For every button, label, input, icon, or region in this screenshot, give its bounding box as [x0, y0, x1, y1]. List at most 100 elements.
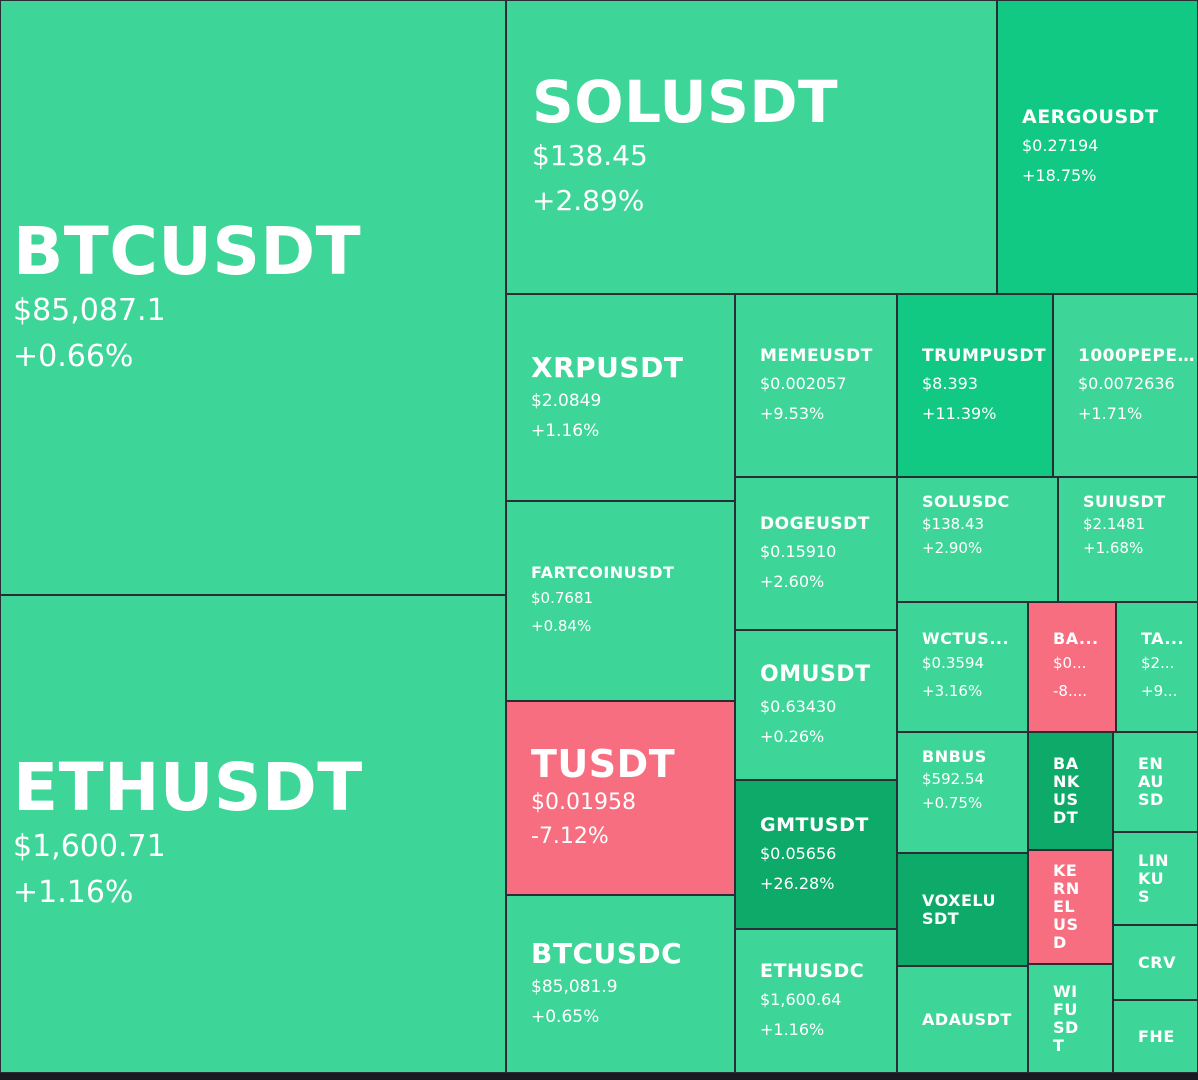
tile-content: ENAUSD — [1114, 733, 1197, 831]
tile-ba1[interactable]: BA... $0... -8.... — [1028, 602, 1116, 732]
tile-dogeusdt[interactable]: DOGEUSDT $0.15910 +2.60% — [735, 477, 897, 630]
tile-voxelusdt[interactable]: VOXELUSDT — [897, 853, 1028, 966]
tile-price: $1,600.71 — [13, 829, 166, 864]
tile-ethusdt[interactable]: ETHUSDT $1,600.71 +1.16% — [0, 595, 506, 1073]
tile-price: $8.393 — [922, 373, 978, 393]
tile-crv[interactable]: CRV — [1113, 925, 1198, 1000]
tile-omusdt[interactable]: OMUSDT $0.63430 +0.26% — [735, 630, 897, 780]
tile-price: $592.54 — [922, 770, 985, 788]
tile-content: DOGEUSDT $0.15910 +2.60% — [736, 478, 896, 629]
tile-fartcoinusdt[interactable]: FARTCOINUSDT $0.7681 +0.84% — [506, 501, 735, 701]
tile-fhe[interactable]: FHE — [1113, 1000, 1198, 1073]
tile-enausd[interactable]: ENAUSD — [1113, 732, 1198, 832]
tile-content: BTCUSDT $85,087.1 +0.66% — [1, 1, 505, 594]
tile-price: $138.45 — [532, 139, 648, 172]
tile-content: FARTCOINUSDT $0.7681 +0.84% — [507, 502, 734, 700]
tile-adausdt[interactable]: ADAUSDT — [897, 966, 1028, 1073]
tile-symbol: BNBUS — [922, 747, 987, 766]
tile-symbol: DOGEUSDT — [760, 513, 870, 534]
tile-change: +11.39% — [922, 403, 997, 423]
tile-content: BNBUS $592.54 +0.75% — [898, 733, 1027, 852]
tile-wifusdt[interactable]: WIFUSDT — [1028, 964, 1113, 1073]
tile-price: $0.0072636 — [1078, 373, 1175, 393]
tile-content: ETHUSDT $1,600.71 +1.16% — [1, 596, 505, 1072]
tile-ethusdc[interactable]: ETHUSDC $1,600.64 +1.16% — [735, 929, 897, 1073]
tile-btcusdt[interactable]: BTCUSDT $85,087.1 +0.66% — [0, 0, 506, 595]
tile-change: -7.12% — [531, 824, 609, 849]
tile-kernelusd[interactable]: KERNELUSD — [1028, 850, 1113, 964]
tile-content: FHE — [1114, 1001, 1197, 1072]
tile-change: +2.60% — [760, 571, 825, 591]
tile-price: $0.3594 — [922, 654, 985, 672]
tile-content: TUSDT $0.01958 -7.12% — [507, 702, 734, 894]
tile-symbol: OMUSDT — [760, 662, 871, 687]
tile-price: $85,081.9 — [531, 977, 618, 997]
tile-content: SUIUSDT $2.1481 +1.68% — [1059, 478, 1197, 601]
tile-symbol: KERNELUSD — [1053, 862, 1080, 952]
tile-change: +0.66% — [13, 338, 134, 374]
tile-tusdt[interactable]: TUSDT $0.01958 -7.12% — [506, 701, 735, 895]
tile-symbol: WIFUSDT — [1053, 982, 1079, 1055]
tile-content: TA... $2... +9... — [1117, 603, 1197, 731]
tile-solusdc[interactable]: SOLUSDC $138.43 +2.90% — [897, 477, 1058, 602]
tile-aergousdt[interactable]: AERGOUSDT $0.27194 +18.75% — [997, 0, 1198, 294]
tile-change: +1.16% — [760, 1020, 825, 1039]
tile-symbol: CRV — [1138, 953, 1176, 972]
tile-symbol: SOLUSDC — [922, 492, 1010, 511]
tile-gmtusdt[interactable]: GMTUSDT $0.05656 +26.28% — [735, 780, 897, 929]
tile-btcusdc[interactable]: BTCUSDC $85,081.9 +0.65% — [506, 895, 735, 1073]
tile-content: SOLUSDT $138.45 +2.89% — [507, 1, 996, 293]
tile-bnbus[interactable]: BNBUS $592.54 +0.75% — [897, 732, 1028, 853]
tile-price: $0.05656 — [760, 843, 837, 863]
tile-price: $0.002057 — [760, 373, 847, 393]
tile-linkus[interactable]: LINKUS — [1113, 832, 1198, 925]
tile-xrpusdt[interactable]: XRPUSDT $2.0849 +1.16% — [506, 294, 735, 501]
tile-trumpusdt[interactable]: TRUMPUSDT $8.393 +11.39% — [897, 294, 1053, 477]
tile-symbol: SOLUSDT — [532, 70, 839, 134]
tile-symbol: TRUMPUSDT — [922, 345, 1047, 366]
tile-change: -8.... — [1053, 682, 1088, 700]
tile-1000pepe[interactable]: 1000PEPE... $0.0072636 +1.71% — [1053, 294, 1198, 477]
tile-symbol: MEMEUSDT — [760, 345, 873, 366]
tile-change: +0.84% — [531, 617, 592, 635]
tile-content: ETHUSDC $1,600.64 +1.16% — [736, 930, 896, 1072]
tile-price: $1,600.64 — [760, 990, 842, 1009]
tile-price: $138.43 — [922, 515, 985, 533]
tile-change: +0.65% — [531, 1007, 600, 1027]
tile-content: LINKUS — [1114, 833, 1197, 924]
tile-content: TRUMPUSDT $8.393 +11.39% — [898, 295, 1052, 476]
tile-change: +9... — [1141, 682, 1178, 700]
tile-symbol: BTCUSDC — [531, 937, 683, 970]
tile-price: $0.63430 — [760, 697, 837, 716]
tile-price: $0.27194 — [1022, 136, 1099, 155]
tile-symbol: BTCUSDT — [13, 215, 362, 288]
tile-change: +1.16% — [531, 420, 600, 441]
tile-content: WCTUS... $0.3594 +3.16% — [898, 603, 1027, 731]
tile-content: AERGOUSDT $0.27194 +18.75% — [998, 1, 1197, 293]
tile-memeusdt[interactable]: MEMEUSDT $0.002057 +9.53% — [735, 294, 897, 477]
tile-change: +0.26% — [760, 727, 825, 746]
tile-change: +1.71% — [1078, 403, 1143, 423]
tile-symbol: BANKUSDT — [1053, 755, 1080, 827]
tile-price: $0.01958 — [531, 790, 636, 815]
tile-wctus[interactable]: WCTUS... $0.3594 +3.16% — [897, 602, 1028, 732]
tile-content: SOLUSDC $138.43 +2.90% — [898, 478, 1057, 601]
tile-symbol: ENAUSD — [1138, 755, 1164, 809]
tile-content: BA... $0... -8.... — [1029, 603, 1115, 731]
tile-symbol: LINKUS — [1138, 851, 1170, 906]
tile-symbol: XRPUSDT — [531, 350, 684, 384]
tile-price: $2.0849 — [531, 390, 602, 411]
tile-symbol: ETHUSDT — [13, 752, 363, 824]
tile-solusdt[interactable]: SOLUSDT $138.45 +2.89% — [506, 0, 997, 294]
tile-content: VOXELUSDT — [898, 854, 1027, 965]
tile-change: +1.68% — [1083, 539, 1144, 557]
tile-suiusdt[interactable]: SUIUSDT $2.1481 +1.68% — [1058, 477, 1198, 602]
tile-content: XRPUSDT $2.0849 +1.16% — [507, 295, 734, 500]
tile-content: OMUSDT $0.63430 +0.26% — [736, 631, 896, 779]
tile-symbol: FHE — [1138, 1027, 1175, 1046]
tile-change: +9.53% — [760, 403, 825, 423]
tile-bankusdt[interactable]: BANKUSDT — [1028, 732, 1113, 850]
tile-ta[interactable]: TA... $2... +9... — [1116, 602, 1198, 732]
tile-content: WIFUSDT — [1029, 965, 1112, 1072]
tile-symbol: BA... — [1053, 629, 1099, 648]
